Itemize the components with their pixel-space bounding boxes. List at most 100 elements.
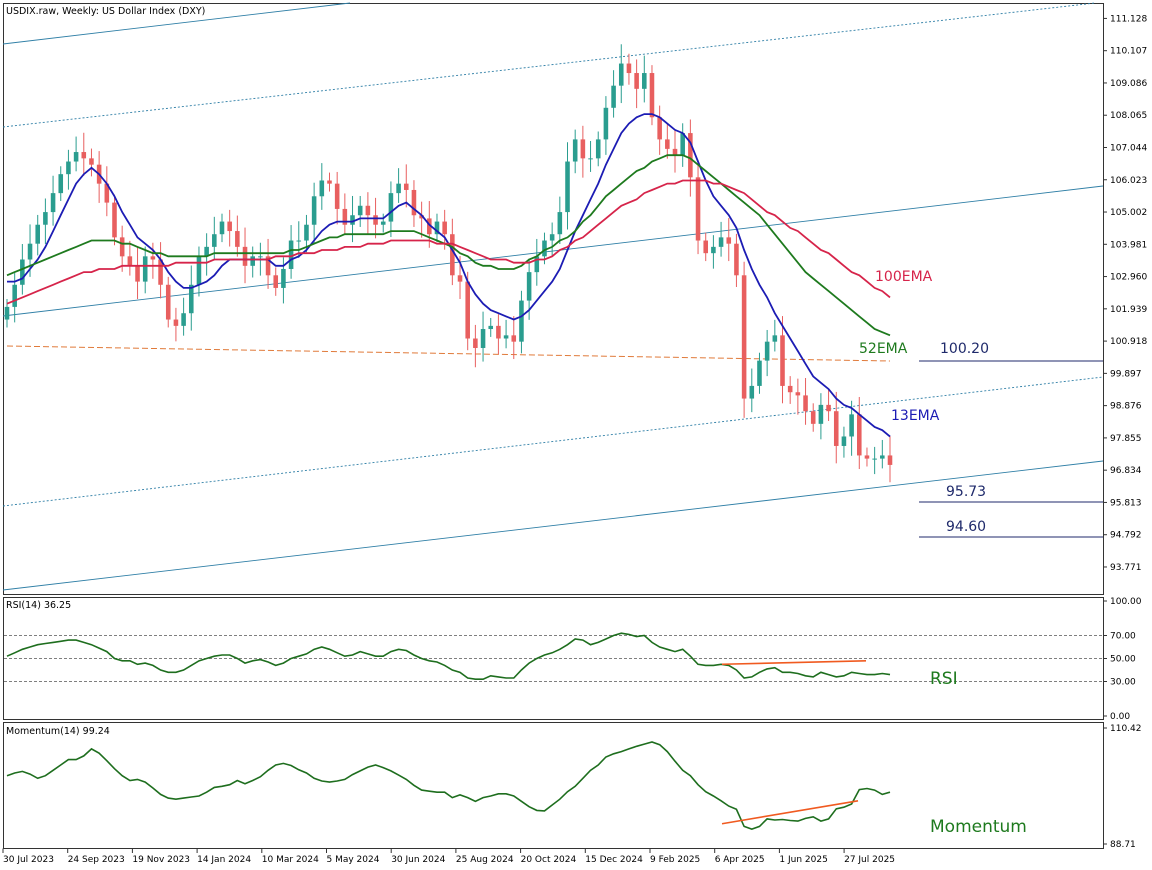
momentum-y-tick-label: 88.71 [1110, 840, 1136, 850]
candle-body [235, 231, 240, 247]
candle [634, 59, 639, 109]
candle [403, 164, 409, 208]
candle-body [334, 183, 340, 209]
candle-body [465, 281, 470, 339]
y-tick-label: 111.128 [1110, 14, 1147, 24]
candle [626, 53, 632, 85]
candle [188, 265, 194, 331]
candle-body [273, 275, 279, 288]
candle [534, 238, 540, 286]
x-axis-ticks: 30 Jul 2023 24 Sep 2023 19 Nov 2023 14 Jan … [2, 848, 895, 865]
candle-body [849, 414, 854, 437]
candle-body [603, 107, 609, 140]
rsi-pane [3, 597, 1104, 720]
candle-body [442, 221, 447, 235]
candle [680, 123, 685, 167]
x-tick-label: 6 Apr 2025 [715, 855, 765, 865]
candle-body [749, 385, 755, 399]
candle [158, 242, 163, 299]
channel-line [2, 185, 1104, 317]
candle [603, 96, 609, 155]
candle-body [427, 218, 432, 235]
candle [741, 261, 747, 418]
y-tick-label: 107.044 [1110, 143, 1147, 153]
candle [480, 311, 486, 362]
candle [880, 439, 885, 469]
y-tick-label: 94.792 [1110, 531, 1142, 541]
candle [434, 213, 440, 243]
candle [35, 214, 40, 256]
level-100-20-label: 100.20 [940, 341, 989, 357]
ema-line-52ema [6, 154, 891, 337]
candle-body [196, 256, 202, 285]
candle [511, 316, 517, 360]
candle-body [887, 455, 893, 465]
candle-body [726, 237, 732, 244]
candle-body [665, 139, 670, 149]
ema-line-100ema [6, 179, 891, 305]
candle [588, 140, 593, 172]
candle-body [772, 335, 778, 342]
candle [711, 235, 716, 269]
candle [127, 240, 133, 276]
candle [411, 180, 417, 227]
candle [872, 446, 877, 475]
candle [734, 233, 739, 287]
candle-body [66, 161, 71, 175]
candle-body [718, 237, 724, 247]
candle-body [496, 325, 501, 339]
candle-body [265, 256, 271, 276]
candle [833, 391, 839, 464]
candle [50, 175, 56, 226]
y-tick-label: 93.771 [1110, 563, 1142, 573]
candle-body [181, 313, 186, 326]
candle-body [542, 240, 547, 257]
candle [649, 65, 655, 126]
x-tick-label: 24 Sep 2023 [68, 855, 125, 865]
candle-body [434, 221, 440, 235]
momentum-pane [3, 722, 1104, 849]
candle [864, 447, 870, 467]
candle [288, 225, 294, 279]
rsi-y-tick-label: 50.00 [1110, 655, 1136, 665]
candle [73, 136, 79, 172]
candle-body [119, 237, 125, 257]
momentum-y-tick-label: 110.42 [1110, 724, 1142, 734]
candle [503, 319, 509, 349]
y-axis-ticks: 111.128 110.107 109.086 108.065 107.044 106.0… [1103, 14, 1147, 850]
candle [342, 193, 348, 235]
candle-body [20, 259, 25, 285]
candle [173, 307, 179, 342]
candle-body [649, 73, 655, 118]
candle-body [258, 256, 263, 258]
candle-body [787, 385, 793, 393]
candle-body [480, 329, 486, 348]
candle [519, 290, 524, 354]
y-tick-label: 103.981 [1110, 240, 1147, 250]
candle-body [595, 139, 601, 159]
candle [311, 182, 317, 245]
candle-body [703, 240, 709, 254]
candle-body [657, 117, 662, 140]
candle-body [411, 189, 417, 216]
candle-body [572, 139, 578, 162]
candle-body [457, 275, 463, 282]
candle-body [380, 221, 386, 225]
candle-body [634, 73, 639, 89]
candle-body [419, 215, 424, 219]
candle [772, 319, 778, 352]
rsi-title: RSI(14) 36.25 [6, 600, 71, 611]
candle [787, 376, 793, 404]
candle [618, 44, 624, 104]
candle [695, 159, 701, 255]
candle [181, 297, 186, 336]
candle-body [135, 265, 140, 282]
channel-line [2, 2, 351, 45]
candle [327, 172, 332, 192]
candle-body [711, 246, 716, 254]
ema13-label: 13EMA [891, 408, 940, 424]
candle [757, 352, 762, 394]
candle-body [526, 272, 532, 301]
candle-body [511, 335, 517, 342]
candle-body [81, 152, 87, 159]
